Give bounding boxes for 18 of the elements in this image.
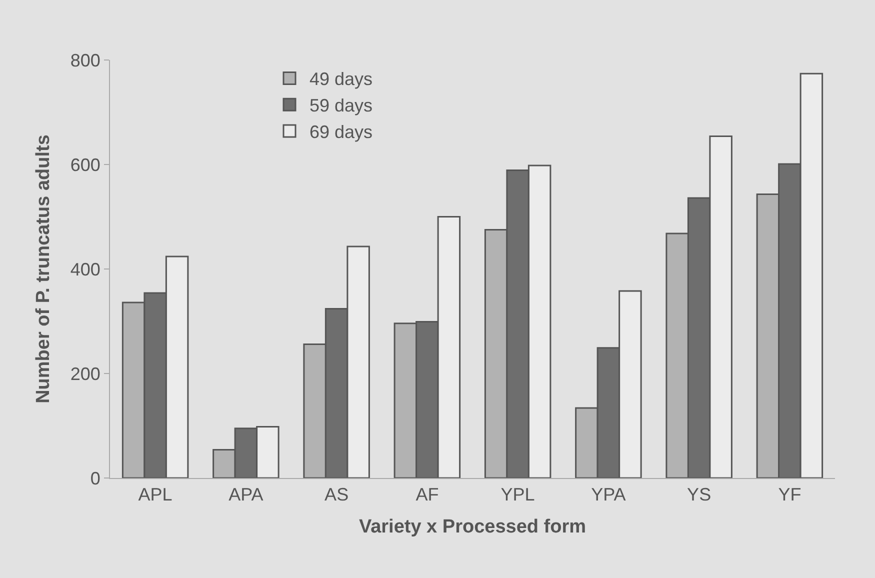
x-tick-label: YF xyxy=(778,484,802,505)
x-tick-label: YPL xyxy=(500,484,535,505)
x-tick-label: AF xyxy=(416,484,439,505)
y-tick-label: 400 xyxy=(70,259,100,280)
legend-label: 69 days xyxy=(310,122,373,142)
x-tick-label: APL xyxy=(138,484,172,505)
y-tick-label: 200 xyxy=(70,364,100,384)
x-axis-title: Variety x Processed form xyxy=(358,516,586,538)
x-tick-label: APA xyxy=(228,484,264,505)
legend-label: 59 days xyxy=(310,96,373,116)
y-tick-label: 0 xyxy=(90,468,100,488)
y-tick-label: 800 xyxy=(70,50,100,70)
x-tick-label: AS xyxy=(324,484,349,505)
x-tick-label: YPA xyxy=(591,484,626,505)
x-tick-label: YS xyxy=(687,484,712,505)
y-axis-title: Number of P. truncatus adults xyxy=(33,134,54,404)
legend-label: 49 days xyxy=(310,69,373,90)
y-tick-label: 600 xyxy=(70,154,100,175)
